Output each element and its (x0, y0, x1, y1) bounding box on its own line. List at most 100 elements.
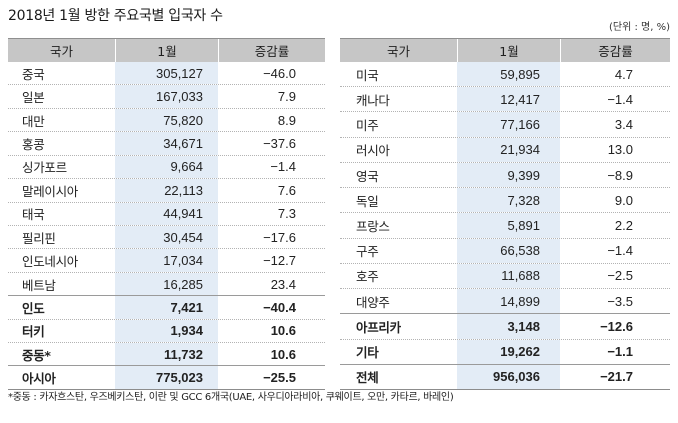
table-header-row: 국가 1월 증감률 (340, 38, 670, 62)
country-cell: 태국 (22, 207, 45, 223)
table-row: 전체 956,036 −21.7 (340, 363, 670, 390)
footnote: *중동 : 카자흐스탄, 우즈베키스탄, 이란 및 GCC 6개국(UAE, 사… (8, 392, 454, 403)
table-header-row: 국가 1월 증감률 (8, 38, 325, 62)
column-header-change-rate: 증감률 (560, 39, 670, 62)
table-row: 아시아 775,023 −25.5 (8, 365, 325, 389)
change-rate-cell: −1.4 (607, 243, 633, 259)
change-rate-cell: 13.0 (607, 142, 633, 158)
january-value-cell: 16,285 (115, 272, 218, 296)
table-row: 미주 77,166 3.4 (340, 111, 670, 137)
unit-note: (단위 : 명, %) (609, 22, 670, 33)
change-rate-cell: −25.5 (263, 370, 296, 386)
country-cell: 베트남 (22, 277, 56, 293)
change-rate-cell: 10.6 (270, 323, 296, 339)
change-rate-cell: −1.4 (270, 159, 296, 175)
change-rate-cell: −2.5 (607, 268, 633, 284)
table-body: 미국 59,895 4.7 캐나다 12,417 −1.4 미주 77,166 3.4 러시아 21… (340, 62, 670, 390)
chart-title: 2018년 1월 방한 주요국별 입국자 수 (8, 8, 223, 24)
table-row: 러시아 21,934 13.0 (340, 136, 670, 162)
january-value-cell: 775,023 (115, 366, 218, 389)
country-cell: 아시아 (22, 371, 56, 387)
january-value-cell: 14,899 (457, 289, 560, 314)
table-row: 태국 44,941 7.3 (8, 201, 325, 225)
january-value-cell: 34,671 (115, 132, 218, 155)
country-cell: 인도네시아 (22, 254, 79, 270)
country-cell: 중동* (22, 347, 51, 363)
country-cell: 영국 (356, 168, 379, 184)
change-rate-cell: −1.1 (607, 344, 633, 360)
country-cell: 말레이시아 (22, 183, 79, 199)
change-rate-cell: 3.4 (614, 117, 633, 133)
table-row: 대양주 14,899 −3.5 (340, 288, 670, 314)
january-value-cell: 9,399 (457, 162, 560, 188)
country-cell: 아프리카 (356, 319, 401, 335)
table-row: 일본 167,033 7.9 (8, 84, 325, 108)
table-row: 미국 59,895 4.7 (340, 62, 670, 87)
column-header-january: 1월 (457, 39, 560, 62)
country-cell: 구주 (356, 244, 379, 260)
left-table: 국가 1월 증감률 중국 305,127 −46.0 일본 167,033 7.9 대만 75… (8, 38, 325, 390)
january-value-cell: 5,891 (457, 213, 560, 238)
january-value-cell: 30,454 (115, 225, 218, 249)
january-value-cell: 12,417 (457, 87, 560, 112)
change-rate-cell: −1.4 (607, 91, 633, 107)
change-rate-cell: 4.7 (614, 66, 633, 82)
table-row: 중국 305,127 −46.0 (8, 62, 325, 85)
country-cell: 러시아 (356, 143, 390, 159)
january-value-cell: 7,421 (115, 296, 218, 319)
table-row: 캐나다 12,417 −1.4 (340, 86, 670, 112)
country-cell: 미국 (356, 67, 379, 83)
january-value-cell: 19,262 (457, 339, 560, 364)
country-cell: 중국 (22, 66, 45, 82)
country-cell: 일본 (22, 90, 45, 106)
january-value-cell: 305,127 (115, 62, 218, 85)
change-rate-cell: 23.4 (270, 276, 296, 292)
change-rate-cell: −12.6 (600, 318, 633, 334)
january-value-cell: 66,538 (457, 238, 560, 263)
country-cell: 필리핀 (22, 230, 56, 246)
change-rate-cell: −37.6 (263, 135, 296, 151)
january-value-cell: 75,820 (115, 108, 218, 132)
country-cell: 대만 (22, 113, 45, 129)
change-rate-cell: −12.7 (263, 253, 296, 269)
country-cell: 인도 (22, 300, 45, 316)
table-row: 필리핀 30,454 −17.6 (8, 224, 325, 249)
right-table: 국가 1월 증감률 미국 59,895 4.7 캐나다 12,417 −1.4 미주 77,1… (340, 38, 670, 390)
table-row: 영국 9,399 −8.9 (340, 161, 670, 188)
country-cell: 기타 (356, 345, 379, 361)
country-cell: 싱가포르 (22, 160, 67, 176)
country-cell: 캐나다 (356, 92, 390, 108)
change-rate-cell: −8.9 (607, 167, 633, 183)
january-value-cell: 9,664 (115, 155, 218, 179)
january-value-cell: 44,941 (115, 202, 218, 225)
table-row: 대만 75,820 8.9 (8, 107, 325, 132)
table-row: 기타 19,262 −1.1 (340, 338, 670, 364)
table-body: 중국 305,127 −46.0 일본 167,033 7.9 대만 75,820 8.9 홍콩 3… (8, 62, 325, 390)
country-cell: 미주 (356, 118, 379, 134)
table-row: 구주 66,538 −1.4 (340, 237, 670, 263)
table-row: 호주 11,688 −2.5 (340, 262, 670, 289)
january-value-cell: 167,033 (115, 85, 218, 108)
change-rate-cell: 2.2 (614, 218, 633, 234)
change-rate-cell: −17.6 (263, 229, 296, 245)
country-cell: 독일 (356, 193, 379, 209)
table-row: 프랑스 5,891 2.2 (340, 212, 670, 238)
january-value-cell: 1,934 (115, 319, 218, 343)
january-value-cell: 7,328 (457, 188, 560, 213)
change-rate-cell: 8.9 (277, 112, 296, 128)
january-value-cell: 21,934 (457, 137, 560, 162)
january-value-cell: 11,732 (115, 343, 218, 366)
column-header-january: 1월 (115, 39, 218, 62)
column-header-country: 국가 (386, 44, 410, 59)
table-row: 싱가포르 9,664 −1.4 (8, 154, 325, 179)
table-row: 터키 1,934 10.6 (8, 318, 325, 343)
change-rate-cell: −21.7 (600, 369, 633, 385)
change-rate-cell: −46.0 (263, 65, 296, 81)
country-cell: 프랑스 (356, 219, 390, 235)
change-rate-cell: 7.6 (277, 182, 296, 198)
january-value-cell: 77,166 (457, 112, 560, 137)
january-value-cell: 956,036 (457, 364, 560, 390)
january-value-cell: 11,688 (457, 263, 560, 289)
january-value-cell: 59,895 (457, 62, 560, 87)
january-value-cell: 17,034 (115, 249, 218, 272)
